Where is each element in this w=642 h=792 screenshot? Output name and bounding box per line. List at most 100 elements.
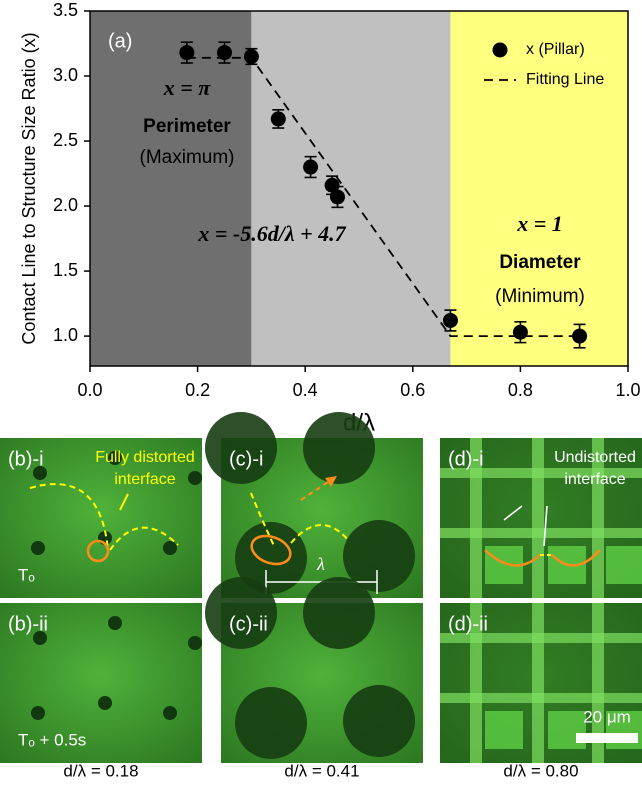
interface-note: interface xyxy=(564,471,625,488)
annotation: Perimeter xyxy=(143,116,231,137)
pillar xyxy=(235,687,307,759)
grid-bar xyxy=(440,468,642,478)
time-label: Tₒ + 0.5s xyxy=(18,730,86,749)
y-tick-label: 1.5 xyxy=(53,260,78,280)
panel-caption: d/λ = 0.41 xyxy=(284,761,359,780)
pillar xyxy=(33,631,47,645)
motion-head xyxy=(325,476,337,487)
image-panel xyxy=(0,603,202,763)
y-tick-label: 2.5 xyxy=(53,130,78,150)
lambda-label: λ xyxy=(316,554,325,574)
pillar xyxy=(31,706,45,720)
note-arrow xyxy=(503,505,548,547)
pillar xyxy=(108,616,122,630)
pillar xyxy=(205,577,277,649)
y-tick-label: 3.0 xyxy=(53,65,78,85)
pillar xyxy=(303,412,375,484)
x-tick-label: 0.8 xyxy=(508,380,533,400)
pillar xyxy=(343,685,415,757)
pillar xyxy=(163,541,177,555)
image-panel xyxy=(0,438,202,598)
panel-label: (d)-i xyxy=(448,448,484,470)
grid-bar xyxy=(440,693,642,703)
point xyxy=(303,159,319,175)
pillar xyxy=(33,466,47,480)
point xyxy=(217,45,232,61)
interface-trace xyxy=(250,492,350,549)
annotation: x = π xyxy=(163,75,212,100)
panel-caption: d/λ = 0.80 xyxy=(503,761,578,780)
pillar xyxy=(188,636,202,650)
grid-bar xyxy=(440,528,642,538)
x-tick-label: 0.0 xyxy=(77,380,102,400)
time-label: Tₒ xyxy=(18,565,35,584)
contact-ring xyxy=(250,534,292,566)
grid-bar xyxy=(532,603,544,763)
annotation: Diameter xyxy=(499,252,581,273)
micrograph xyxy=(0,438,202,598)
interface-trace xyxy=(484,549,601,567)
legend-label: Fitting Line xyxy=(526,71,604,88)
point xyxy=(324,177,340,193)
note-arrow xyxy=(119,493,129,511)
image-panel xyxy=(205,412,423,598)
image-panel xyxy=(205,577,423,763)
legend-label: x (Pillar) xyxy=(526,41,585,58)
scale-bar xyxy=(576,733,638,743)
scale-label: 20 μm xyxy=(583,707,631,726)
panel-caption: d/λ = 0.18 xyxy=(63,761,138,780)
grid-bar xyxy=(532,438,544,598)
square xyxy=(548,711,586,749)
image-panel xyxy=(440,603,642,763)
point xyxy=(179,45,195,61)
pillar xyxy=(205,412,277,484)
image-panel xyxy=(440,438,642,598)
pillar xyxy=(188,471,202,485)
point xyxy=(243,49,259,65)
y-tick-label: 2.0 xyxy=(53,195,78,215)
interface-note: interface xyxy=(114,471,175,488)
annotation: x = 1 xyxy=(516,211,563,236)
pillar xyxy=(108,451,122,465)
contact-ring xyxy=(86,539,110,563)
pillar xyxy=(303,577,375,649)
interface-trace xyxy=(29,483,179,551)
square xyxy=(606,546,642,584)
point xyxy=(512,324,528,340)
grid-bar xyxy=(440,633,642,643)
region xyxy=(450,11,628,366)
annotation: x = -5.6d/λ + 4.7 xyxy=(197,221,346,246)
point xyxy=(442,312,458,328)
region xyxy=(251,11,451,366)
pillar xyxy=(98,696,112,710)
interface-note: Fully distorted xyxy=(95,449,195,466)
point xyxy=(572,328,588,344)
panel-label: (c)-i xyxy=(229,448,263,470)
region xyxy=(90,11,252,366)
x-tick-label: 0.2 xyxy=(185,380,210,400)
panel-label: (d)-ii xyxy=(448,613,488,635)
annotation: (a) xyxy=(108,30,132,52)
point xyxy=(329,189,345,205)
plot-frame xyxy=(89,10,629,367)
x-tick-label: 1.0 xyxy=(615,380,640,400)
fit-line xyxy=(186,56,580,337)
panel-label: (c)-ii xyxy=(229,613,268,635)
panel-label: (b)-i xyxy=(8,448,44,470)
legend-marker xyxy=(492,42,508,58)
y-axis-label: Contact Line to Structure Size Ratio (x) xyxy=(19,32,39,344)
y-tick-label: 1.0 xyxy=(53,325,78,345)
pillar xyxy=(343,520,415,592)
x-tick-label: 0.4 xyxy=(293,380,318,400)
interface-note: Undistorted xyxy=(554,449,636,466)
point xyxy=(270,111,286,127)
micrograph xyxy=(0,603,202,763)
panel-label: (b)-ii xyxy=(8,613,48,635)
pillar xyxy=(163,706,177,720)
pillar xyxy=(31,541,45,555)
motion-arrow xyxy=(300,479,332,501)
x-tick-label: 0.6 xyxy=(400,380,425,400)
y-tick-label: 3.5 xyxy=(53,0,78,20)
annotation: (Maximum) xyxy=(140,147,235,168)
